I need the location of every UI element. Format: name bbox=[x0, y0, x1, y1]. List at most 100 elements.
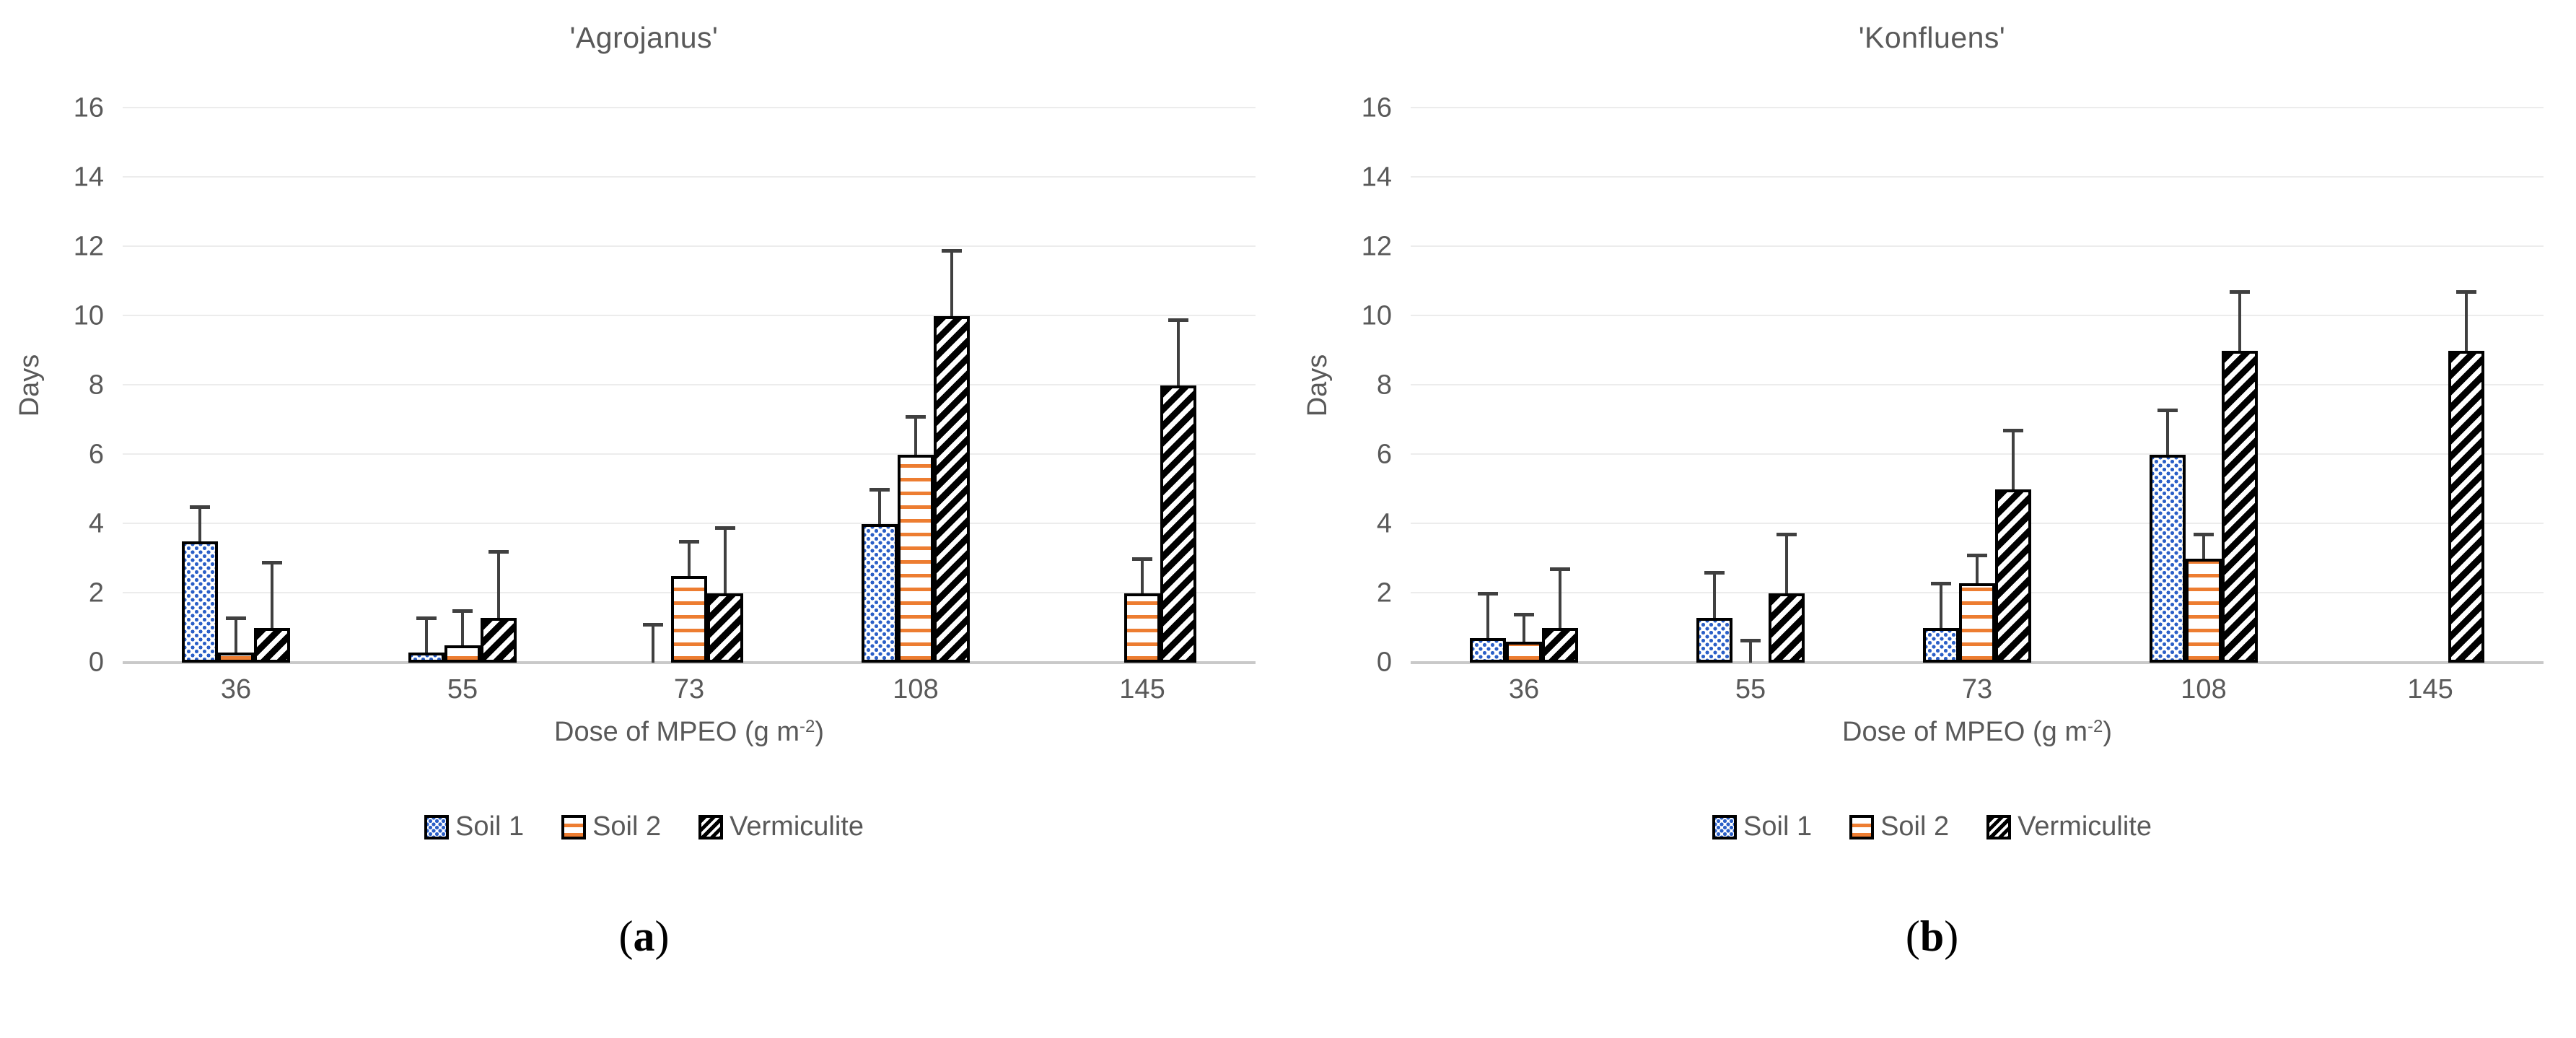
y-tick-label: 16 bbox=[73, 92, 104, 123]
bar-soil-2 bbox=[2186, 559, 2222, 663]
bar-slot bbox=[707, 108, 743, 663]
bar-slot bbox=[1959, 108, 1995, 663]
bar-vermiculite bbox=[1769, 593, 1805, 663]
caption-letter: a bbox=[633, 912, 655, 960]
chart-panel-a: 'Agrojanus' Days 0 2 4 6 8 10 12 14 16 36 55 73 108… bbox=[0, 0, 1288, 1038]
gridline bbox=[123, 176, 1256, 178]
y-tick-label: 8 bbox=[88, 370, 104, 401]
y-tick-label: 2 bbox=[1376, 577, 1392, 609]
legend-item: Soil 1 bbox=[424, 811, 524, 842]
gridline bbox=[1411, 523, 2544, 524]
bar-soil-2 bbox=[1506, 642, 1542, 663]
y-tick-label: 6 bbox=[88, 439, 104, 470]
y-tick-label: 4 bbox=[1376, 508, 1392, 539]
legend-swatch-black-hatch-icon bbox=[698, 814, 724, 839]
error-bar bbox=[878, 489, 881, 524]
y-tick-label: 4 bbox=[88, 508, 104, 539]
x-tick-label: 55 bbox=[1735, 674, 1766, 705]
bar-vermiculite bbox=[1542, 628, 1578, 663]
legend-swatch-black-hatch-icon bbox=[1986, 814, 2012, 839]
error-bar bbox=[652, 624, 654, 663]
legend-label: Soil 2 bbox=[592, 811, 662, 842]
x-tick-label: 145 bbox=[1119, 674, 1165, 705]
x-axis-title-text: Dose of MPEO (g m bbox=[554, 717, 799, 747]
bar-group bbox=[349, 108, 576, 663]
bar-soil-1 bbox=[408, 652, 444, 663]
bar-soil-1 bbox=[862, 524, 898, 663]
plot-area: 0 2 4 6 8 10 12 14 16 bbox=[74, 93, 1256, 678]
x-tick-label: 108 bbox=[893, 674, 939, 705]
legend-item: Vermiculite bbox=[1986, 811, 2152, 842]
gridline bbox=[123, 107, 1256, 108]
bar-soil-1 bbox=[1470, 638, 1506, 663]
legend-label: Soil 1 bbox=[455, 811, 525, 842]
x-tick-label: 36 bbox=[1508, 674, 1540, 705]
chart-panel-b: 'Konfluens' Days 0 2 4 6 8 10 12 14 16 36 55 73 108… bbox=[1288, 0, 2576, 1038]
legend-item: Vermiculite bbox=[698, 811, 864, 842]
x-tick-label: 108 bbox=[2181, 674, 2227, 705]
plot-row: Days 0 2 4 6 8 10 12 14 16 bbox=[0, 93, 1288, 678]
legend-swatch-orange-hstripes-icon bbox=[561, 814, 587, 839]
gridline bbox=[1411, 176, 2544, 178]
error-bar bbox=[1523, 614, 1525, 642]
bar-slot bbox=[481, 108, 517, 663]
bar-slot bbox=[1696, 108, 1732, 663]
y-tick-label: 6 bbox=[1376, 439, 1392, 470]
bar-vermiculite bbox=[1995, 489, 2031, 663]
bar-soil-2 bbox=[218, 652, 254, 663]
bar-slot bbox=[671, 108, 707, 663]
error-bar bbox=[1785, 534, 1788, 593]
bar-group bbox=[2090, 108, 2317, 663]
bar-slot bbox=[1088, 108, 1124, 663]
plot-area: 0 2 4 6 8 10 12 14 16 bbox=[1362, 93, 2544, 678]
y-axis-title: Days bbox=[1302, 354, 1333, 417]
bar-slot bbox=[1769, 108, 1805, 663]
bar-soil-1 bbox=[2150, 455, 2186, 663]
x-axis-title-close: ) bbox=[2103, 717, 2112, 747]
caption-letter: b bbox=[1919, 912, 1945, 960]
caption-open-paren: ( bbox=[1905, 912, 1920, 960]
legend-swatch-blue-dotted-icon bbox=[1712, 814, 1738, 839]
x-axis-tick-labels: 36 55 73 108 145 bbox=[1411, 674, 2544, 705]
gridline bbox=[123, 384, 1256, 385]
error-bar bbox=[2012, 430, 2015, 489]
y-tick-label: 12 bbox=[1361, 231, 1392, 262]
bar-soil-2 bbox=[1959, 583, 1995, 663]
panel-caption-a: (a) bbox=[0, 912, 1288, 961]
bar-vermiculite bbox=[2448, 351, 2484, 663]
legend-item: Soil 2 bbox=[561, 811, 661, 842]
bar-vermiculite bbox=[707, 593, 743, 663]
y-tick-label: 0 bbox=[88, 647, 104, 678]
x-axis-title: Dose of MPEO (g m-2) bbox=[1288, 717, 2576, 748]
x-axis-title-superscript: -2 bbox=[2087, 717, 2103, 736]
bar-slot bbox=[2186, 108, 2222, 663]
error-bar bbox=[2166, 409, 2169, 455]
bar-slot bbox=[862, 108, 898, 663]
gridline bbox=[123, 315, 1256, 316]
bar-slot bbox=[254, 108, 290, 663]
legend: Soil 1 Soil 2 Vermiculite bbox=[0, 811, 1288, 842]
y-tick-label: 8 bbox=[1376, 370, 1392, 401]
gridline bbox=[123, 523, 1256, 524]
x-axis-tick-labels: 36 55 73 108 145 bbox=[123, 674, 1256, 705]
bar-slot bbox=[2448, 108, 2484, 663]
bar-slot bbox=[898, 108, 934, 663]
caption-close-paren: ) bbox=[654, 912, 670, 960]
chart-title: 'Konfluens' bbox=[1858, 21, 2006, 54]
gridline bbox=[1411, 453, 2544, 455]
x-tick-label: 73 bbox=[673, 674, 705, 705]
panel-caption-b: (b) bbox=[1288, 912, 2576, 961]
x-axis-title: Dose of MPEO (g m-2) bbox=[0, 717, 1288, 748]
error-bar bbox=[461, 611, 464, 645]
y-tick-label: 10 bbox=[1361, 300, 1392, 331]
bar-slot bbox=[1923, 108, 1959, 663]
error-bar bbox=[1177, 319, 1180, 385]
legend-label: Soil 1 bbox=[1743, 811, 1813, 842]
x-tick-label: 145 bbox=[2407, 674, 2453, 705]
x-axis-title-text: Dose of MPEO (g m bbox=[1842, 717, 2087, 747]
gridline bbox=[123, 453, 1256, 455]
bar-group bbox=[1864, 108, 2090, 663]
x-axis-title-superscript: -2 bbox=[799, 717, 815, 736]
x-axis-title-close: ) bbox=[815, 717, 824, 747]
error-bar bbox=[235, 617, 237, 653]
